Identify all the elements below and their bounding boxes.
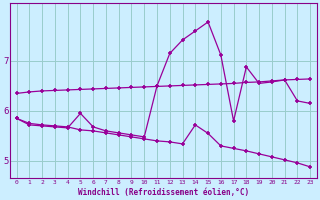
X-axis label: Windchill (Refroidissement éolien,°C): Windchill (Refroidissement éolien,°C) bbox=[78, 188, 249, 197]
